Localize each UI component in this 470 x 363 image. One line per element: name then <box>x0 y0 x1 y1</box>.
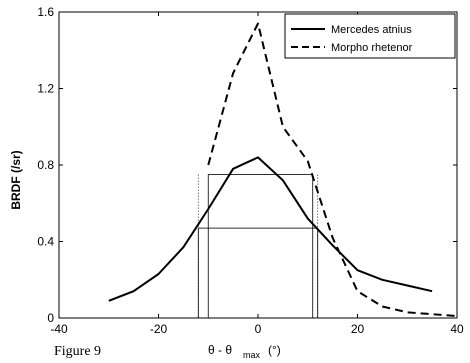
y-tick-label: 0 <box>47 311 54 325</box>
legend-label-morpho: Morpho rhetenor <box>331 42 413 54</box>
series-line-mercedes <box>108 156 433 302</box>
legend: Mercedes atnius Morpho rhetenor <box>284 13 456 59</box>
y-axis-label: BRDF (/sr) <box>9 150 23 209</box>
x-tick-label: 40 <box>450 322 464 336</box>
x-axis-label-main: θ - θ <box>208 343 232 357</box>
y-tick-label: 1.6 <box>37 5 54 19</box>
x-tick-label: -40 <box>50 322 68 336</box>
y-tick-label: 1.2 <box>37 82 54 96</box>
series-lines <box>108 22 458 318</box>
x-tick-label: 0 <box>255 322 262 336</box>
series-line-morpho <box>207 22 458 318</box>
x-axis-label-subscript: max <box>243 350 261 360</box>
x-tick-label: 20 <box>351 322 365 336</box>
y-tick-label: 0.8 <box>37 158 54 172</box>
figure-caption: Figure 9 <box>54 344 101 359</box>
x-tick-label: -20 <box>150 322 168 336</box>
legend-label-mercedes: Mercedes atnius <box>331 24 412 36</box>
x-axis-label: θ - θ max (°) <box>208 343 281 360</box>
x-axis-label-unit: (°) <box>268 343 281 357</box>
annotation-box <box>197 227 319 319</box>
legend-box <box>284 13 456 59</box>
y-tick-label: 0.4 <box>37 235 54 249</box>
annotation-boxes <box>197 174 319 319</box>
annotation-box <box>207 174 314 319</box>
